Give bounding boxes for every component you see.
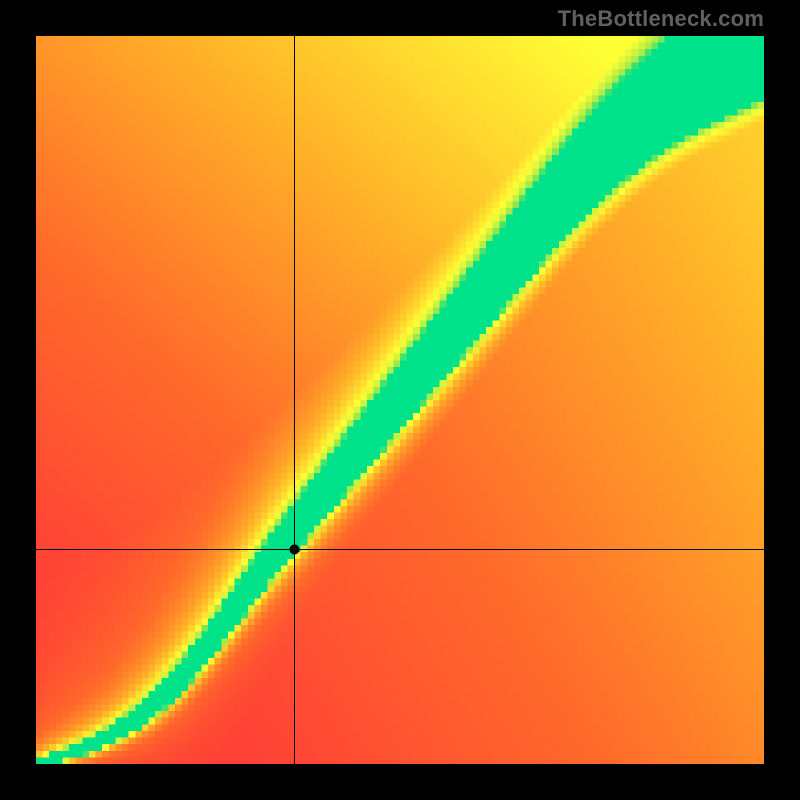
watermark-text: TheBottleneck.com <box>558 6 764 32</box>
crosshair-overlay <box>36 36 764 764</box>
stage: TheBottleneck.com <box>0 0 800 800</box>
plot-area <box>36 36 764 764</box>
